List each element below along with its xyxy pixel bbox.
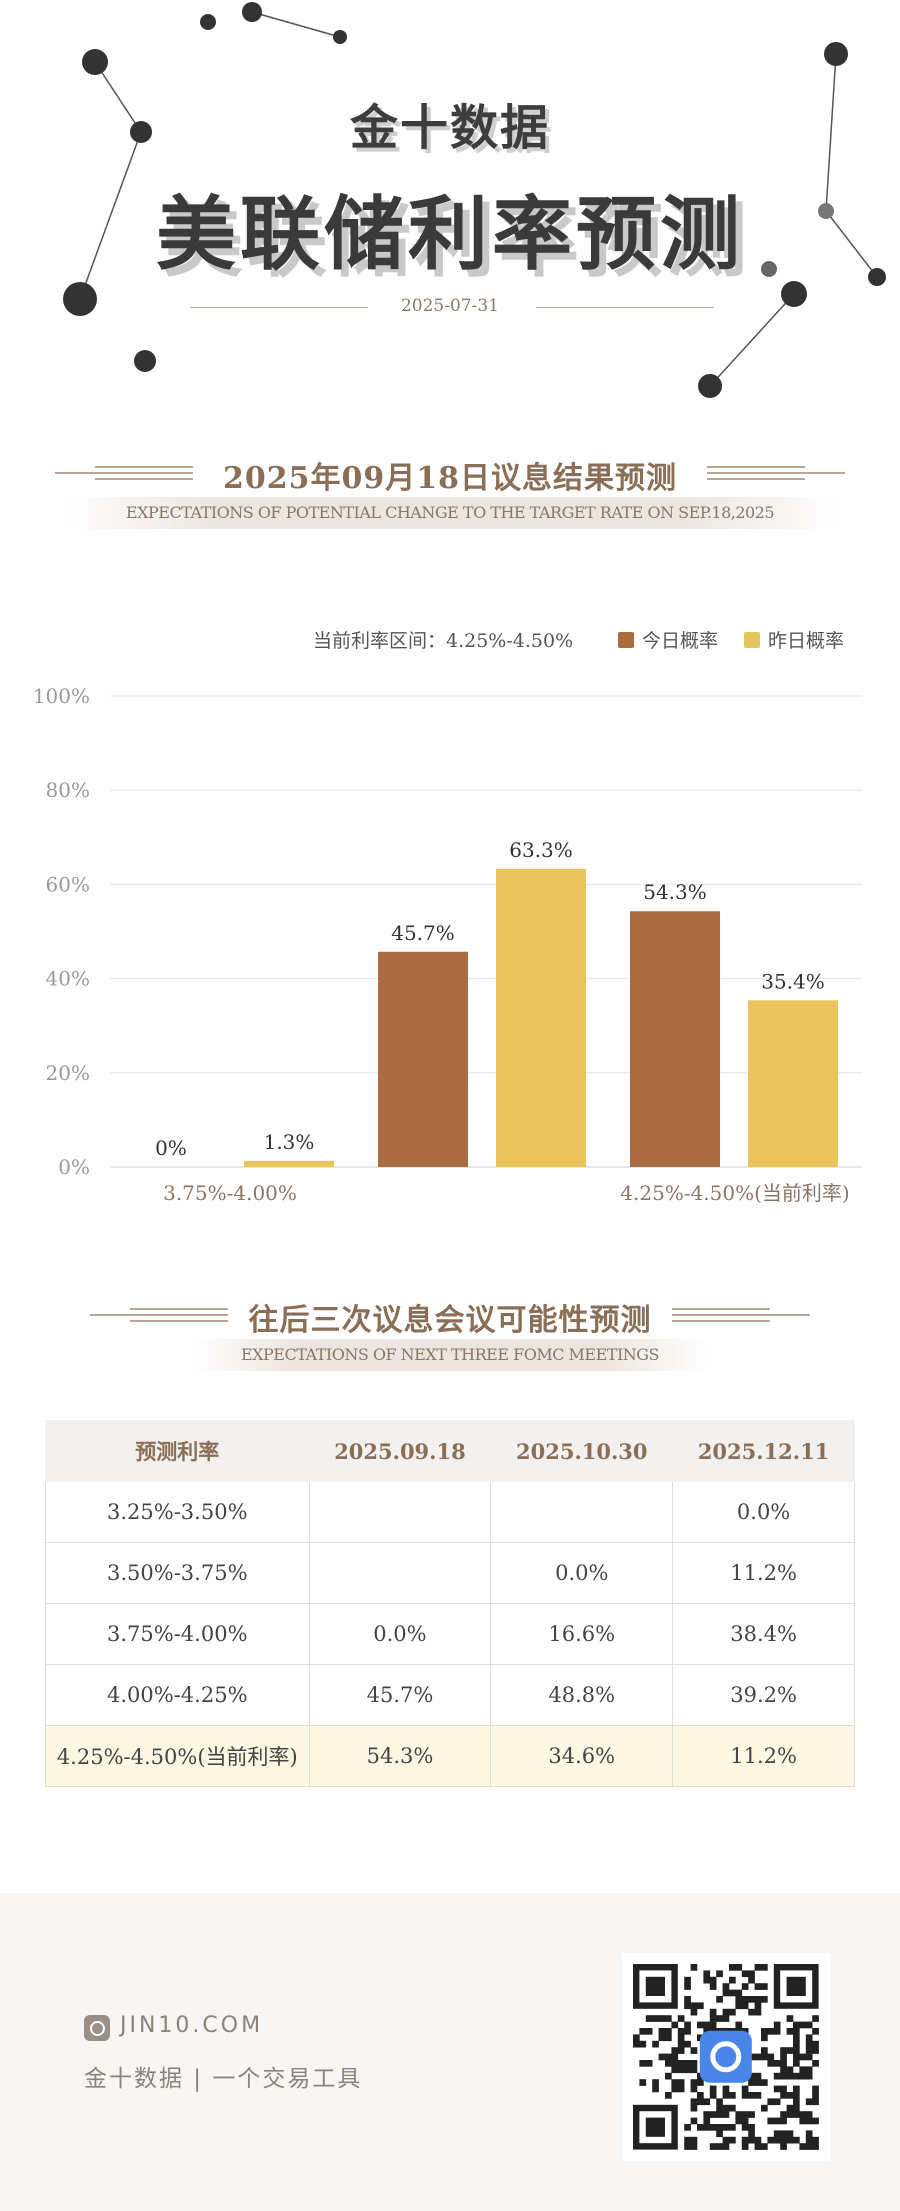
table-cell: 4.00%-4.25% [45, 1664, 310, 1726]
table-cell: 4.25%-4.50%(当前利率) [45, 1725, 310, 1787]
table-header-row: 预测利率 2025.09.18 2025.10.30 2025.12.11 [45, 1420, 855, 1482]
date-row: 2025-07-31 [0, 296, 900, 320]
legend-swatch-today [618, 632, 634, 648]
legend-label-yesterday: 昨日概率 [768, 630, 845, 652]
table-header-date-1: 2025.09.18 [308, 1420, 492, 1482]
bar [244, 1160, 334, 1167]
table-cell: 39.2% [672, 1664, 855, 1726]
table-cell: 0.0% [490, 1542, 674, 1604]
legend-swatch-yesterday [744, 632, 760, 648]
y-tick-label: 80% [46, 778, 90, 802]
brand-title: 金十数据 [349, 100, 550, 156]
section-1-title: 2025年09月18日议息结果预测 [223, 461, 677, 496]
bar-value-label: 1.3% [264, 1130, 315, 1154]
table-cell: 45.7% [308, 1664, 492, 1726]
bar [630, 911, 720, 1167]
constellation-decoration [63, 2, 886, 398]
bar [496, 868, 586, 1167]
date-line-right [536, 307, 714, 308]
y-tick-label: 20% [46, 1061, 90, 1085]
table-cell [308, 1542, 492, 1604]
section-1-lines [55, 466, 845, 480]
footer-slogan: 金十数据 | 一个交易工具 [84, 2066, 363, 2092]
table-cell: 3.50%-3.75% [45, 1542, 310, 1604]
footer: JIN10.COM 金十数据 | 一个交易工具 [0, 1893, 900, 2211]
current-rate-label: 当前利率区间：4.25%-4.50% [313, 630, 574, 652]
fomc-probability-table: 预测利率 2025.09.18 2025.10.30 2025.12.11 3.… [45, 1420, 855, 1787]
bar-value-label: 63.3% [509, 838, 573, 862]
chart-legend: 当前利率区间：4.25%-4.50% 今日概率 昨日概率 [0, 626, 900, 656]
table-row: 4.00%-4.25% 45.7% 48.8% 39.2% [45, 1664, 855, 1726]
x-category-label: 4.25%-4.50%(当前利率) [620, 1181, 849, 1205]
table-cell: 3.25%-3.50% [45, 1481, 310, 1543]
y-tick-label: 0% [58, 1155, 90, 1179]
section-2-band [190, 1339, 710, 1371]
table-cell [490, 1481, 674, 1543]
date-line-left [190, 307, 368, 308]
table-header-date-3: 2025.12.11 [672, 1420, 855, 1482]
section-2-title: 往后三次议息会议可能性预测 [248, 1303, 652, 1338]
table-cell [308, 1481, 492, 1543]
section-2-subtitle: EXPECTATIONS OF NEXT THREE FOMC MEETINGS [240, 1345, 660, 1364]
report-date: 2025-07-31 [400, 296, 499, 316]
table-cell: 16.6% [490, 1603, 674, 1665]
table-cell: 34.6% [490, 1725, 674, 1787]
bar [378, 951, 468, 1167]
y-tick-label: 60% [46, 872, 90, 896]
qr-code-icon [622, 1953, 830, 2161]
bar [748, 1000, 838, 1167]
section-1-heading: 2025年09月18日议息结果预测 EXPECTATIONS OF POTENT… [0, 453, 900, 543]
table-cell: 11.2% [672, 1725, 855, 1787]
table-header-date-2: 2025.10.30 [490, 1420, 674, 1482]
section-1-band [60, 497, 840, 529]
section-2-lines [90, 1308, 810, 1322]
bar-value-label: 45.7% [391, 921, 455, 945]
jin10-logo-icon [84, 2015, 110, 2041]
x-category-label: 3.75%-4.00% [163, 1181, 297, 1205]
table-cell: 54.3% [308, 1725, 492, 1787]
table-row: 3.75%-4.00% 0.0% 16.6% 38.4% [45, 1603, 855, 1665]
table-cell: 0.0% [672, 1481, 855, 1543]
table-cell: 38.4% [672, 1603, 855, 1665]
page-title: 美联储利率预测 [156, 187, 744, 281]
table-cell: 48.8% [490, 1664, 674, 1726]
footer-site: JIN10.COM [120, 2013, 264, 2038]
legend-label-today: 今日概率 [642, 630, 719, 652]
table-row-current-rate: 4.25%-4.50%(当前利率) 54.3% 34.6% 11.2% [45, 1725, 855, 1787]
section-2-heading: 往后三次议息会议可能性预测 EXPECTATIONS OF NEXT THREE… [0, 1295, 900, 1385]
y-tick-label: 40% [46, 967, 90, 991]
probability-bar-chart: 0% 20% 40% 60% 80% 100% 0% 1.3% 3.75%-4.00% 45.7%… [33, 684, 862, 1205]
bar-value-label: 35.4% [761, 969, 825, 993]
table-row: 3.25%-3.50% 0.0% [45, 1481, 855, 1543]
header: 金十数据 美联储利率预测 2025-07-31 [0, 0, 900, 420]
table-cell: 3.75%-4.00% [45, 1603, 310, 1665]
y-tick-label: 100% [33, 684, 90, 708]
table-cell: 0.0% [308, 1603, 492, 1665]
bar-value-label: 0% [155, 1136, 187, 1160]
section-1-subtitle: EXPECTATIONS OF POTENTIAL CHANGE TO THE … [125, 503, 775, 522]
bar-value-label: 54.3% [643, 880, 707, 904]
table-row: 3.50%-3.75% 0.0% 11.2% [45, 1542, 855, 1604]
table-cell: 11.2% [672, 1542, 855, 1604]
table-header-rate: 预测利率 [45, 1420, 310, 1482]
